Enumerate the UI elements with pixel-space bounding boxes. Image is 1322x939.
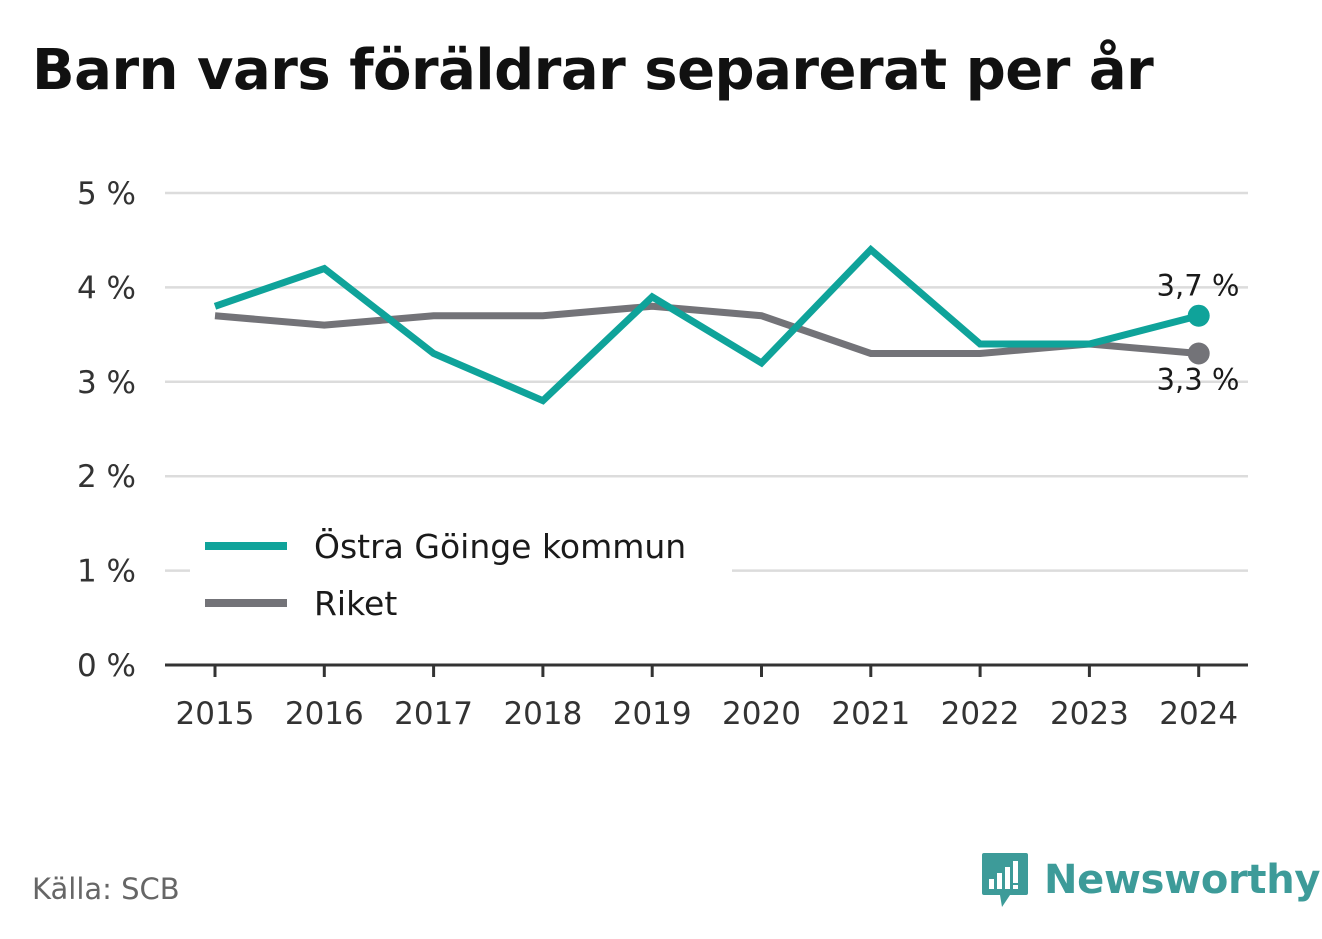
x-tick-label: 2024: [1159, 696, 1238, 732]
series-line: [213, 244, 1200, 405]
x-tick-label: 2023: [1050, 696, 1129, 732]
end-labels: 3,7 % 3,3 %: [1157, 269, 1240, 397]
y-axis-tick-labels: 0 % 1 % 2 % 3 % 4 % 5 %: [77, 176, 136, 684]
newsworthy-logo-icon: [982, 853, 1028, 907]
x-axis-tick-labels: 2015 2016 2017 2018 2019 2020 2021 2022 2023 2024: [176, 696, 1239, 732]
y-tick-label: 2 %: [77, 459, 136, 495]
gridlines: [165, 191, 1248, 572]
chart-title: Barn vars föräldrar separerat per år: [32, 38, 1154, 103]
y-tick-label: 4 %: [77, 270, 136, 306]
series-line: [214, 302, 1200, 357]
source-note: Källa: SCB: [32, 872, 180, 906]
x-tick-label: 2021: [831, 696, 910, 732]
end-value-label: 3,3 %: [1157, 362, 1240, 396]
x-tick-label: 2018: [503, 696, 582, 732]
x-tick-label: 2016: [285, 696, 364, 732]
y-tick-label: 1 %: [77, 554, 136, 590]
y-tick-label: 5 %: [77, 176, 136, 212]
end-value-label: 3,7 %: [1157, 269, 1240, 303]
y-tick-label: 0 %: [77, 648, 136, 684]
x-tick-label: 2022: [941, 696, 1020, 732]
brand-name: Newsworthy: [1044, 857, 1321, 903]
x-tick-label: 2015: [176, 696, 255, 732]
x-tick-label: 2020: [722, 696, 801, 732]
legend: Östra Göinge kommun Riket: [190, 518, 732, 633]
series-end-point: [1187, 304, 1210, 327]
y-tick-label: 3 %: [77, 365, 136, 401]
x-tick-label: 2017: [394, 696, 473, 732]
x-axis: [165, 663, 1248, 677]
legend-label: Östra Göinge kommun: [314, 526, 686, 566]
series-lines: [213, 244, 1210, 405]
x-tick-label: 2019: [613, 696, 692, 732]
series-end-point: [1187, 342, 1210, 365]
legend-label: Riket: [314, 584, 397, 623]
newsworthy-logo: Newsworthy: [980, 850, 1321, 910]
